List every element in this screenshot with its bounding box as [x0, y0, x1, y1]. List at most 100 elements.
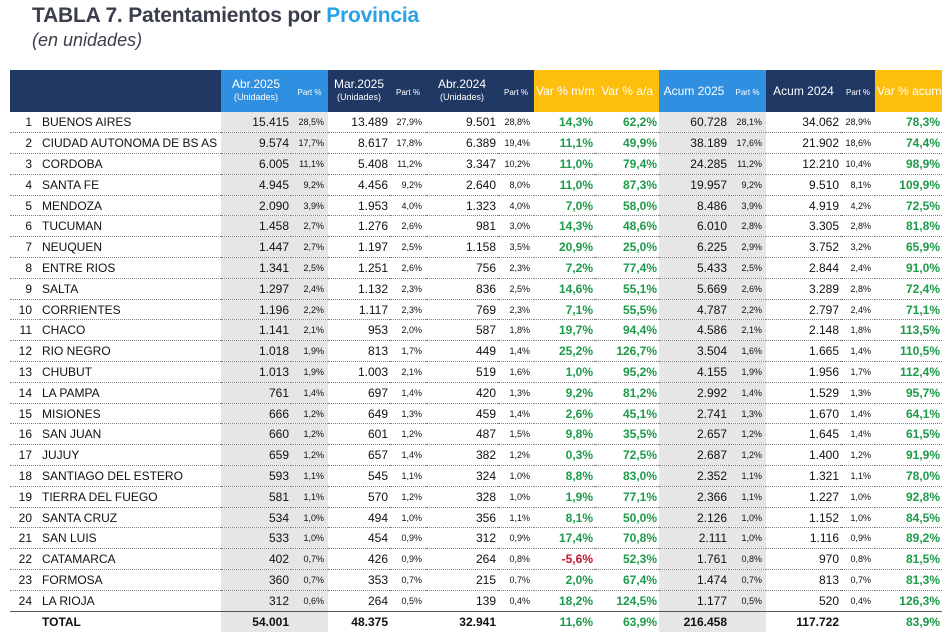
abr2024-value: 328	[475, 489, 496, 504]
mar2025-value: 494	[367, 510, 388, 525]
mar2025-part: 2,5%	[401, 242, 422, 253]
title-prefix: TABLA 7. Patentamientos por	[32, 4, 327, 27]
header-abr2024: Abr.2024 (Unidades)	[426, 70, 498, 112]
acum2024-value: 3.289	[808, 281, 839, 296]
var-aa-value: 72,5%	[622, 448, 657, 463]
abr2025-value: 1.341	[221, 257, 291, 279]
total-rank-blank	[10, 611, 40, 632]
acum2025-part: 9,2%	[729, 174, 766, 196]
abr2025-part: 28,5%	[291, 112, 328, 133]
row-rank: 24	[18, 593, 32, 608]
abr2024-part: 0,7%	[509, 574, 530, 585]
province-name: LA RIOJA	[42, 593, 95, 608]
total-part-2	[390, 611, 426, 632]
abr2024-part: 3,0%	[509, 221, 530, 232]
var-aa-value: 25,0%	[622, 240, 657, 255]
var-acum-value: 112,4%	[899, 364, 940, 379]
header-part-5: Part %	[841, 70, 875, 112]
abr2025-part: 3,9%	[291, 195, 328, 216]
var-acum-value: 72,5%	[905, 198, 940, 213]
acum2025-value: 1.177	[659, 590, 729, 612]
mar2025-value: 570	[367, 489, 388, 504]
header-row: Abr.2025 (Unidades) Part % Mar.2025 (Unida…	[10, 70, 942, 112]
mar2025-value: 545	[367, 468, 388, 483]
table-row: 9 SALTA 1.297 2,4% 1.132 2,3% 836 2,5% 14,6% 55,1…	[10, 278, 942, 300]
acum2024-part: 10,4%	[845, 158, 871, 169]
acum2025-part: 0,5%	[729, 590, 766, 612]
province-name: CORDOBA	[42, 156, 103, 171]
var-mm-value: 20,9%	[558, 240, 593, 255]
acum2025-value: 5.433	[659, 257, 729, 279]
acum2024-part: 1,0%	[850, 512, 871, 523]
header-part-3: Part %	[498, 70, 534, 112]
var-mm-value: 7,0%	[565, 198, 593, 213]
province-name: SALTA	[42, 281, 79, 296]
page-title: TABLA 7. Patentamientos por Provincia	[32, 4, 419, 28]
var-mm-value: 11,0%	[559, 177, 593, 192]
acum2024-value: 1.645	[808, 427, 839, 442]
acum2025-part: 2,5%	[729, 257, 766, 279]
acum2024-value: 1.152	[808, 510, 839, 525]
var-aa-value: 55,1%	[622, 281, 657, 296]
acum2025-part: 1,3%	[729, 403, 766, 424]
province-name: SANTA CRUZ	[42, 510, 118, 525]
mar2025-part: 1,4%	[401, 450, 422, 461]
var-aa-value: 50,0%	[622, 510, 657, 525]
province-name: TIERRA DEL FUEGO	[42, 489, 158, 504]
acum2025-part: 2,8%	[729, 215, 766, 237]
abr2024-part: 1,6%	[509, 366, 530, 377]
row-rank: 13	[18, 364, 32, 379]
mar2025-value: 353	[367, 572, 388, 587]
abr2024-value: 215	[475, 572, 496, 587]
abr2024-value: 3.347	[465, 156, 496, 171]
mar2025-value: 657	[367, 448, 388, 463]
var-aa-value: 124,5%	[616, 593, 657, 608]
row-rank: 1	[25, 115, 32, 130]
mar2025-part: 0,9%	[401, 554, 422, 565]
abr2025-part: 2,7%	[291, 215, 328, 237]
var-acum-value: 113,5%	[899, 323, 940, 338]
var-acum-value: 65,9%	[905, 240, 940, 255]
row-rank: 23	[18, 572, 32, 587]
mar2025-value: 601	[367, 427, 388, 442]
abr2025-part: 2,4%	[291, 278, 328, 300]
acum2025-part: 1,1%	[729, 486, 766, 508]
var-aa-value: 79,4%	[622, 156, 657, 171]
row-rank: 7	[25, 240, 32, 255]
acum2025-value: 2.657	[659, 423, 729, 445]
abr2025-value: 593	[221, 465, 291, 487]
abr2025-part: 1,1%	[291, 486, 328, 508]
var-mm-value: 14,3%	[558, 219, 593, 234]
acum2025-value: 2.352	[659, 465, 729, 487]
mar2025-value: 953	[367, 323, 388, 338]
acum2024-part: 18,6%	[845, 138, 871, 149]
row-rank: 15	[18, 406, 32, 421]
var-mm-value: 11,1%	[559, 136, 593, 151]
var-acum-value: 84,5%	[905, 510, 940, 525]
province-name: CATAMARCA	[42, 552, 116, 567]
table-row: 11 CHACO 1.141 2,1% 953 2,0% 587 1,8% 19,7% 94,4%…	[10, 319, 942, 341]
total-label: TOTAL	[42, 614, 81, 629]
acum2024-value: 970	[818, 552, 839, 567]
var-acum-value: 61,5%	[905, 427, 940, 442]
abr2025-part: 1,9%	[291, 361, 328, 383]
abr2024-value: 264	[475, 552, 496, 567]
acum2024-part: 0,7%	[850, 574, 871, 585]
abr2024-value: 449	[475, 344, 496, 359]
table-row: 10 CORRIENTES 1.196 2,2% 1.117 2,3% 769 2,3% 7,1…	[10, 299, 942, 320]
var-acum-value: 81,3%	[905, 572, 940, 587]
abr2025-value: 761	[221, 382, 291, 404]
total-var-acum: 83,9%	[905, 614, 940, 629]
total-acum2025: 216.458	[659, 611, 729, 632]
abr2025-value: 9.574	[221, 132, 291, 154]
acum2025-part: 2,1%	[729, 319, 766, 341]
acum2024-value: 2.797	[808, 302, 839, 317]
acum2024-value: 1.670	[808, 406, 839, 421]
province-name: CHUBUT	[42, 364, 92, 379]
abr2024-value: 312	[475, 531, 496, 546]
acum2025-value: 2.687	[659, 444, 729, 466]
acum2025-part: 28,1%	[729, 112, 766, 133]
abr2025-value: 1.297	[221, 278, 291, 300]
abr2024-part: 3,5%	[509, 242, 530, 253]
row-rank: 2	[25, 136, 32, 151]
